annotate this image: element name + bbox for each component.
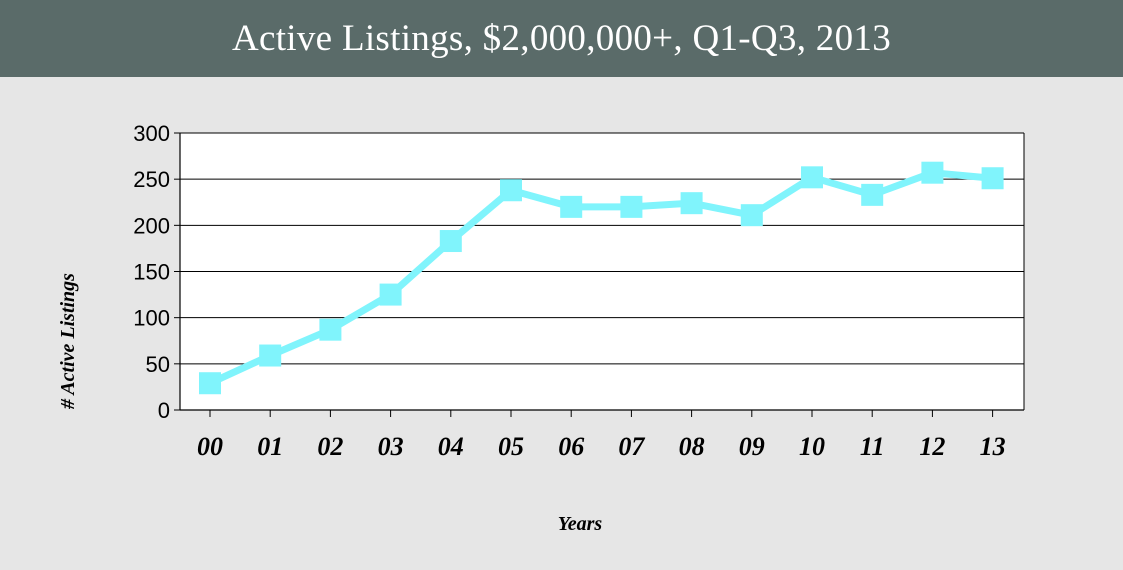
y-tick-label: 100 [133, 306, 170, 331]
chart-title: Active Listings, $2,000,000+, Q1-Q3, 201… [231, 18, 892, 59]
data-point-marker [259, 344, 282, 367]
data-point-marker [620, 195, 643, 218]
data-point-marker [439, 230, 462, 253]
y-tick-label: 250 [133, 167, 170, 192]
x-tick-label: 06 [558, 432, 584, 461]
data-point-marker [199, 372, 221, 395]
x-tick-label: 10 [799, 432, 825, 461]
y-tick-label: 0 [158, 398, 170, 423]
y-axis-ticks: 0 50 100 150 200 250 300 [133, 121, 180, 423]
x-tick-label: 12 [919, 432, 945, 461]
x-tick-label: 13 [980, 432, 1006, 461]
data-point-marker [861, 183, 884, 206]
x-axis-label: Years [558, 513, 603, 535]
data-point-marker [981, 167, 1004, 190]
line-chart: 0 50 100 150 200 250 300 00 01 02 03 04 05 06 07 08 09 1… [57, 121, 1025, 535]
y-tick-label: 200 [133, 213, 170, 238]
data-point-marker [319, 318, 342, 341]
x-tick-label: 09 [739, 432, 765, 461]
x-tick-label: 02 [317, 432, 343, 461]
x-tick-label: 08 [679, 432, 705, 461]
gridlines [180, 132, 1024, 365]
y-tick-label: 50 [146, 352, 170, 377]
data-point-marker [379, 283, 402, 306]
x-tick-label: 07 [618, 432, 645, 461]
x-tick-label: 11 [860, 432, 885, 461]
data-point-marker [560, 195, 583, 218]
chart-area: 0 50 100 150 200 250 300 00 01 02 03 04 05 06 07 08 09 1… [0, 77, 1123, 570]
data-point-marker [500, 179, 522, 202]
y-tick-label: 300 [133, 121, 170, 146]
data-point-marker [680, 192, 703, 215]
x-tick-label: 01 [257, 432, 283, 461]
x-tick-label: 03 [378, 432, 404, 461]
x-tick-label: 04 [438, 432, 464, 461]
data-point-marker [801, 166, 823, 189]
x-tick-label: 00 [197, 432, 223, 461]
y-axis-label: # Active Listings [57, 273, 79, 410]
data-point-marker [740, 204, 763, 227]
title-bar: Active Listings, $2,000,000+, Q1-Q3, 201… [0, 0, 1123, 77]
data-point-marker [921, 161, 944, 184]
x-axis-ticks: 00 01 02 03 04 05 06 07 08 09 10 11 12 13 [197, 410, 1006, 461]
y-tick-label: 150 [133, 260, 170, 285]
x-tick-label: 05 [498, 432, 524, 461]
series-listings [199, 161, 1004, 395]
